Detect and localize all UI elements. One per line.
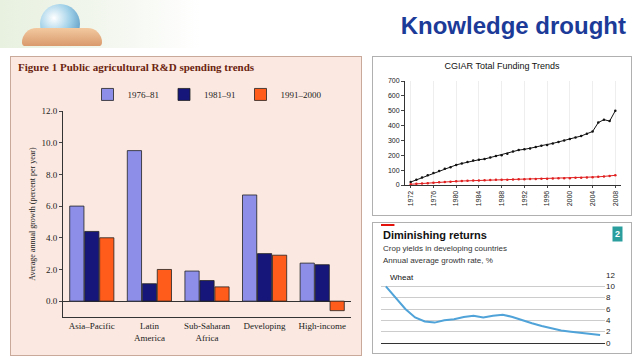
- svg-text:1991–2000: 1991–2000: [281, 90, 322, 100]
- svg-text:100: 100: [388, 167, 400, 174]
- svg-text:700: 700: [388, 77, 400, 84]
- svg-text:1984: 1984: [475, 191, 482, 207]
- svg-text:2000: 2000: [566, 191, 573, 207]
- svg-text:1976–81: 1976–81: [128, 90, 160, 100]
- svg-text:0: 0: [396, 181, 400, 188]
- svg-text:Asia–Pacific: Asia–Pacific: [69, 321, 115, 331]
- svg-text:Figure 1 Public agricultural R: Figure 1 Public agricultural R&D spendin…: [18, 61, 255, 73]
- svg-text:12.0: 12.0: [41, 106, 57, 116]
- svg-text:8.0: 8.0: [46, 170, 58, 180]
- svg-text:Wheat: Wheat: [390, 273, 414, 282]
- svg-text:8: 8: [606, 293, 611, 302]
- svg-text:Sub-SaharanAfrica: Sub-SaharanAfrica: [184, 321, 230, 343]
- svg-text:CGIAR Total Funding Trends: CGIAR Total Funding Trends: [445, 61, 560, 71]
- svg-text:2: 2: [615, 229, 620, 239]
- svg-text:High-income: High-income: [298, 321, 346, 331]
- svg-text:1980: 1980: [452, 191, 459, 207]
- svg-text:10: 10: [606, 282, 615, 291]
- svg-text:1992: 1992: [521, 191, 528, 207]
- svg-text:12: 12: [606, 271, 615, 280]
- svg-text:Diminishing returns: Diminishing returns: [383, 229, 487, 241]
- svg-text:400: 400: [388, 122, 400, 129]
- svg-text:1976: 1976: [430, 191, 437, 207]
- svg-text:500: 500: [388, 107, 400, 114]
- svg-text:4: 4: [606, 316, 611, 325]
- svg-text:2008: 2008: [612, 191, 619, 207]
- svg-text:Average annual growth (percent: Average annual growth (percent per year): [28, 147, 37, 281]
- svg-text:1981–91: 1981–91: [204, 90, 236, 100]
- svg-text:2.0: 2.0: [46, 265, 58, 275]
- svg-text:1988: 1988: [498, 191, 505, 207]
- svg-text:6: 6: [606, 305, 611, 314]
- svg-text:4.0: 4.0: [46, 233, 58, 243]
- svg-text:2004: 2004: [589, 191, 596, 207]
- svg-text:Annual average growth rate, %: Annual average growth rate, %: [383, 256, 493, 265]
- svg-text:Developing: Developing: [244, 321, 286, 331]
- svg-text:Crop yields in developing coun: Crop yields in developing countries: [383, 244, 507, 253]
- svg-text:10.0: 10.0: [41, 138, 57, 148]
- svg-text:6.0: 6.0: [46, 201, 58, 211]
- html-text:Knowledge drought: Knowledge drought: [400, 12, 626, 39]
- svg-text:300: 300: [388, 137, 400, 144]
- svg-text:1972: 1972: [407, 191, 414, 207]
- svg-text:200: 200: [388, 152, 400, 159]
- svg-text:0: 0: [606, 339, 611, 348]
- svg-text:0.0: 0.0: [46, 296, 58, 306]
- svg-text:600: 600: [388, 92, 400, 99]
- svg-text:1996: 1996: [543, 191, 550, 207]
- svg-text:2: 2: [606, 327, 611, 336]
- svg-text:LatinAmerica: LatinAmerica: [134, 321, 165, 343]
